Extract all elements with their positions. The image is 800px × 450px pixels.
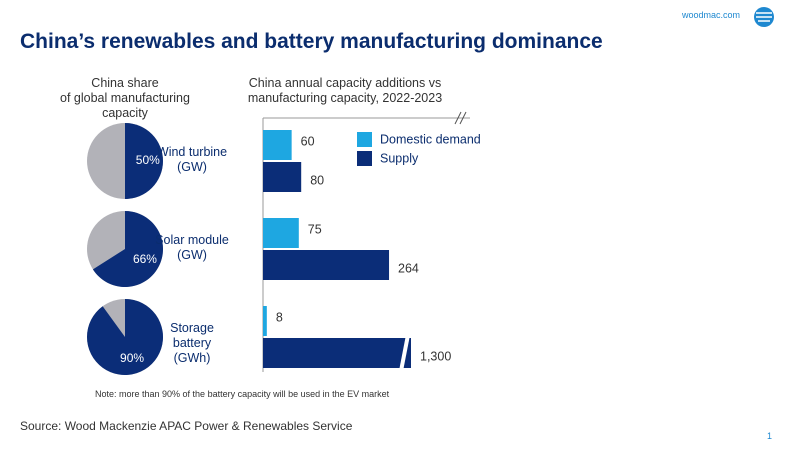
logo <box>754 7 774 27</box>
site: woodmac.com <box>682 10 741 20</box>
value-label: 264 <box>398 261 419 275</box>
pie-label: 90% <box>120 351 144 365</box>
bar <box>263 338 411 368</box>
value-label: 8 <box>276 310 283 324</box>
category-label: Storage battery (GWh) <box>170 321 214 365</box>
axis-break <box>454 111 467 125</box>
legend-label: Domestic demand <box>380 132 481 146</box>
page-number: 1 <box>767 431 773 441</box>
pie-slice <box>92 211 164 287</box>
value-label: 1,300 <box>420 349 451 363</box>
bar <box>263 218 299 248</box>
bar <box>263 306 267 336</box>
legend-swatch <box>357 132 372 147</box>
value-label: 80 <box>310 173 324 187</box>
note: Note: more than 90% of the battery capac… <box>95 389 390 399</box>
pie-label: 50% <box>136 153 160 167</box>
category-label: Wind turbine (GW) <box>156 145 228 174</box>
pie-slice <box>125 123 163 199</box>
bar <box>263 162 302 192</box>
value-label: 75 <box>308 222 322 236</box>
value-label: 60 <box>301 134 315 148</box>
category-label: Solar module (GW) <box>155 233 229 262</box>
bar <box>263 130 292 160</box>
bar <box>263 250 390 280</box>
legend-label: Supply <box>380 151 419 165</box>
pie-slice <box>87 299 164 376</box>
legend-swatch <box>357 151 372 166</box>
bar-title: China annual capacity additions vs manuf… <box>247 76 443 105</box>
source: Source: Wood Mackenzie APAC Power & Rene… <box>20 419 353 433</box>
title: China’s renewables and battery manufactu… <box>20 30 603 53</box>
bar-break <box>399 334 410 372</box>
pie-title: China share of global manufacturing capa… <box>60 76 190 120</box>
pie-label: 66% <box>133 252 157 266</box>
